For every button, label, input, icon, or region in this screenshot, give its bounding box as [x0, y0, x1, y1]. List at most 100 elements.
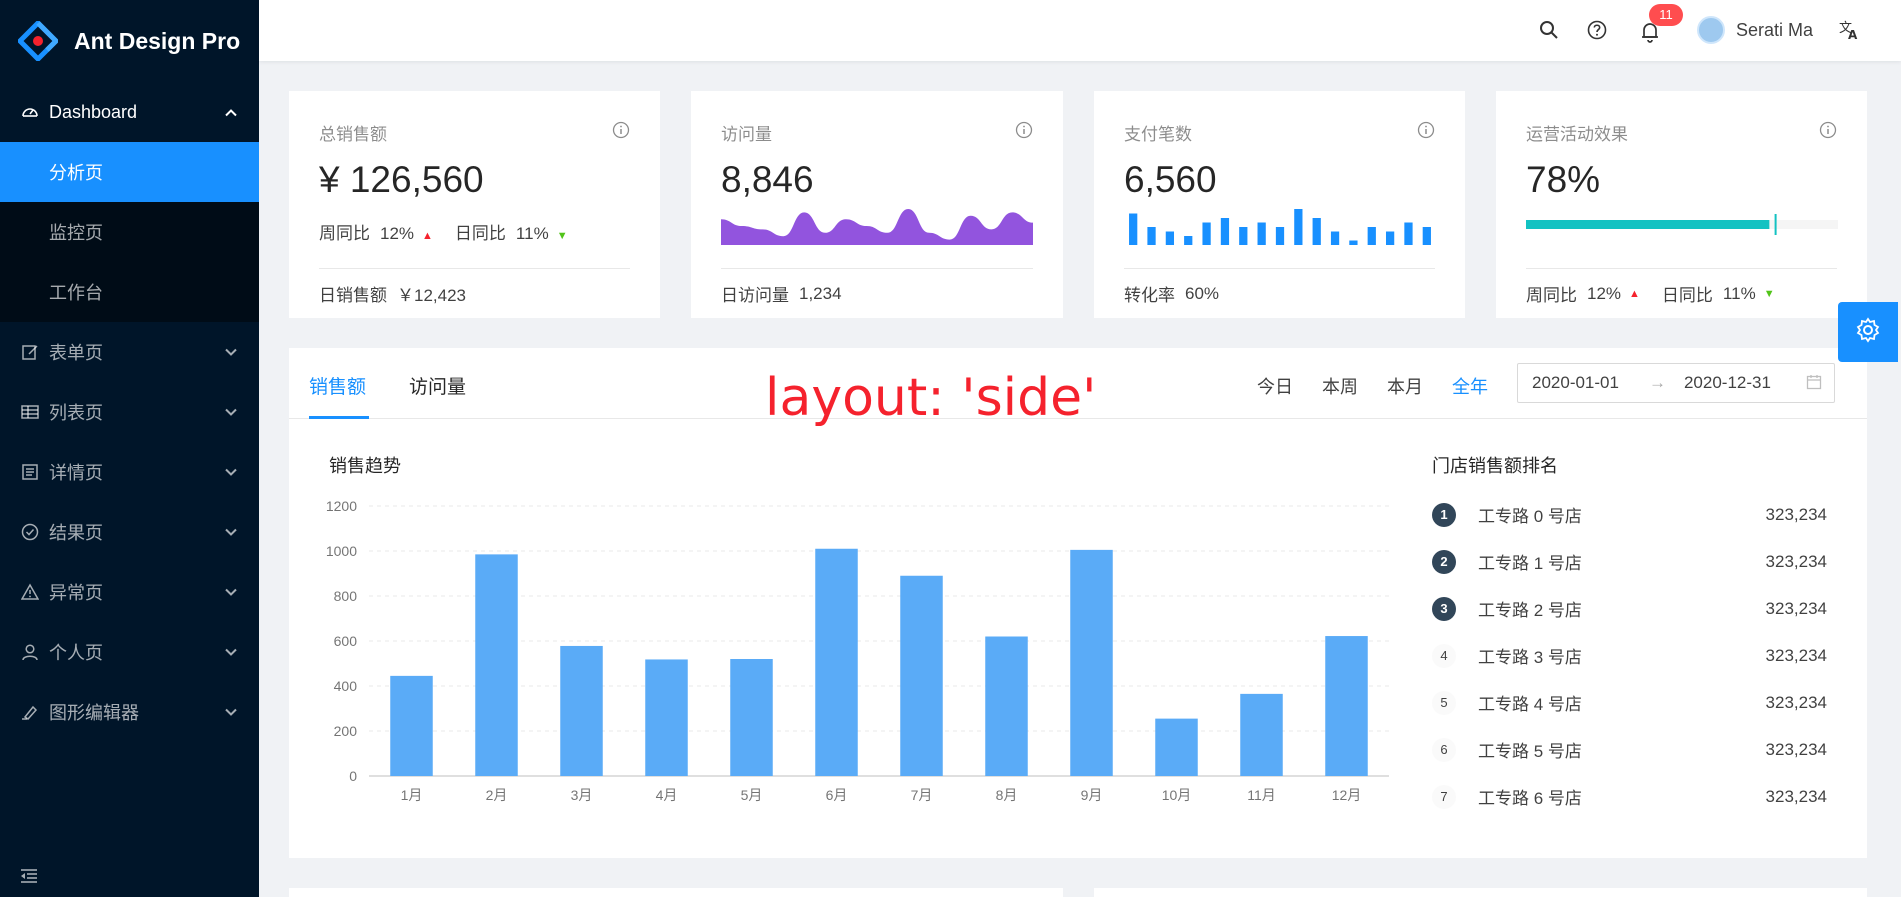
settings-drawer-button[interactable] [1838, 302, 1898, 362]
user-menu[interactable]: Serati Ma [1697, 16, 1813, 44]
tab-visits[interactable]: 访问量 [409, 377, 467, 398]
y-tick-label: 400 [334, 678, 358, 694]
y-tick-label: 0 [349, 768, 357, 784]
rank-item: 3 工专路 2 号店 323,234 [1432, 585, 1827, 632]
mini-bar [1294, 209, 1303, 245]
range-month[interactable]: 本月 [1387, 377, 1423, 397]
range-week[interactable]: 本周 [1322, 377, 1358, 397]
rank-number: 2 [1432, 549, 1456, 574]
range-year[interactable]: 全年 [1452, 377, 1488, 397]
bar[interactable] [815, 548, 858, 776]
sidebar-item-profile[interactable]: 详情页 [0, 442, 259, 502]
calendar-icon [1806, 374, 1822, 395]
tab-sales[interactable]: 销售额 [309, 377, 367, 398]
rank-item: 5 工专路 4 号店 323,234 [1432, 679, 1827, 726]
bar[interactable] [1240, 693, 1283, 776]
info-circle-icon[interactable] [1417, 121, 1435, 144]
info-circle-icon[interactable] [612, 121, 630, 144]
profile-icon [20, 463, 40, 481]
sidebar-item-monitor[interactable]: 监控页 [49, 223, 103, 243]
info-circle-icon[interactable] [1015, 121, 1033, 144]
chevron-down-icon [225, 705, 237, 720]
stat-value: 8,846 [721, 159, 814, 200]
search-icon[interactable] [1539, 20, 1559, 45]
sidebar-item-list[interactable]: 列表页 [0, 382, 259, 442]
menu-fold-icon[interactable] [20, 868, 38, 889]
sidebar-item-account[interactable]: 个人页 [0, 622, 259, 682]
gear-icon [1855, 316, 1881, 348]
stat-value: 78% [1526, 159, 1601, 200]
sidebar-item-label: 表单页 [49, 343, 103, 363]
rank-list: 1 工专路 0 号店 323,234 2 工专路 1 号店 323,234 3 工专路 2 号… [1432, 491, 1827, 820]
bar[interactable] [730, 659, 773, 776]
footer-value: 1,234 [799, 283, 842, 303]
bar[interactable] [1070, 549, 1113, 776]
x-tick-label: 7月 [911, 787, 933, 803]
stat-card-total-sales: 总销售额 ¥ 126,560 周同比 12% ▲ 日同比 11% ▼ 日销售额 ￥12,… [289, 91, 660, 318]
sidebar-item-label: 异常页 [49, 583, 103, 603]
date-range-picker[interactable]: 2020-01-01 → 2020-12-31 [1517, 363, 1835, 403]
mini-bar [1349, 240, 1358, 245]
rank-store-name: 工专路 0 号店 [1478, 507, 1582, 526]
user-icon [20, 643, 40, 661]
info-circle-icon[interactable] [1819, 121, 1837, 144]
sidebar-item-label: 结果页 [49, 523, 103, 543]
range-today[interactable]: 今日 [1257, 377, 1293, 397]
rank-store-name: 工专路 2 号店 [1478, 601, 1582, 620]
rank-value: 323,234 [1765, 739, 1827, 759]
bar[interactable] [1155, 718, 1198, 776]
sidebar-item-workplace[interactable]: 工作台 [49, 283, 103, 303]
sidebar-item-label: 个人页 [49, 643, 103, 663]
rank-number: 3 [1432, 596, 1456, 621]
rank-item: 7 工专路 6 号店 323,234 [1432, 773, 1827, 820]
stat-title: 访问量 [721, 125, 772, 144]
bar[interactable] [475, 554, 518, 776]
bar[interactable] [645, 659, 688, 776]
bar[interactable] [390, 675, 433, 776]
stat-value: 6,560 [1124, 159, 1217, 200]
tab-ink-bar [309, 416, 369, 419]
highlight-icon [20, 703, 40, 721]
avatar [1697, 16, 1725, 44]
date-end[interactable]: 2020-12-31 [1683, 373, 1771, 392]
bottom-card-right [1094, 888, 1867, 897]
x-tick-label: 11月 [1247, 787, 1276, 803]
bar[interactable] [1325, 636, 1368, 776]
sidebar-item-exception[interactable]: 异常页 [0, 562, 259, 622]
chevron-down-icon [225, 525, 237, 540]
date-start[interactable]: 2020-01-01 [1532, 373, 1619, 392]
layout-overlay-label: layout: 'side' [765, 368, 1097, 428]
sales-tabs: 销售额 访问量 今日 本周 本月 全年 2020-01-01 → 2020-12… [289, 348, 1867, 419]
ant-design-logo-icon [18, 21, 58, 61]
x-tick-label: 9月 [1081, 787, 1103, 803]
stat-title: 总销售额 [319, 125, 387, 144]
mini-bar [1367, 227, 1376, 245]
username: Serati Ma [1736, 19, 1814, 40]
rank-store-name: 工专路 1 号店 [1478, 554, 1582, 573]
footer-value: ￥12,423 [397, 286, 466, 305]
footer-label: 日销售额 [319, 286, 387, 305]
rank-store-name: 工专路 4 号店 [1478, 695, 1582, 714]
bell-icon[interactable] [1640, 21, 1660, 48]
sidebar-item-analysis[interactable]: 分析页 [0, 142, 259, 202]
bar[interactable] [560, 645, 603, 776]
sidebar-item-label: 详情页 [49, 463, 103, 483]
sidebar-item-result[interactable]: 结果页 [0, 502, 259, 562]
mini-bar [1385, 231, 1395, 245]
rank-number: 7 [1432, 784, 1456, 809]
trend-label: 日同比 [1661, 286, 1713, 305]
sidebar-item-editor[interactable]: 图形编辑器 [0, 682, 259, 742]
bar[interactable] [985, 636, 1028, 777]
stat-footer: 日访问量 1,234 [721, 268, 1033, 318]
logo[interactable]: Ant Design Pro [0, 0, 259, 82]
bar[interactable] [900, 575, 943, 776]
rank-store-name: 工专路 6 号店 [1478, 789, 1582, 808]
question-circle-icon[interactable] [1587, 20, 1607, 45]
sidebar-item-form[interactable]: 表单页 [0, 322, 259, 382]
svg-text:文: 文 [1839, 21, 1852, 36]
sidebar-item-dashboard[interactable]: Dashboard [0, 82, 259, 142]
mini-bar-chart [1129, 209, 1431, 245]
mini-bar [1275, 227, 1285, 245]
